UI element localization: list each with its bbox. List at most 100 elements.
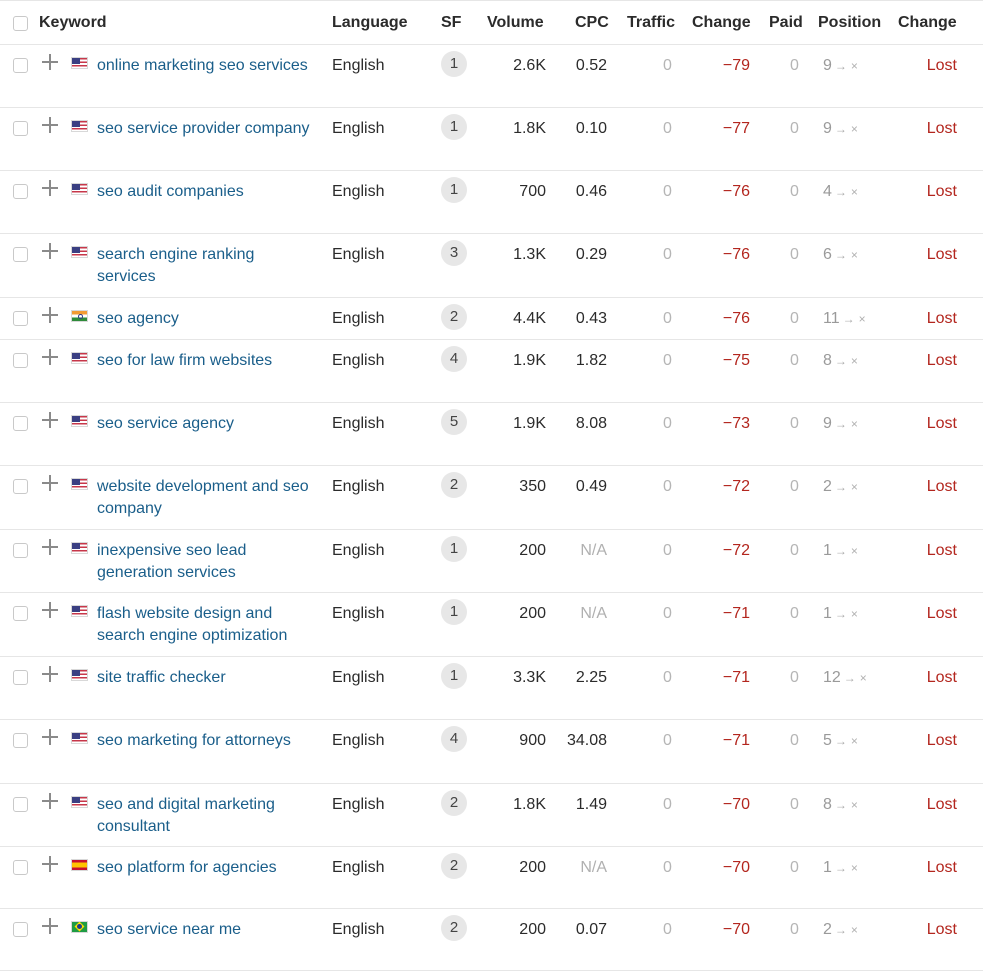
column-header-traffic-change[interactable]: Change	[692, 14, 751, 31]
add-keyword-plus-icon[interactable]	[41, 116, 59, 134]
position-cell: 8 → ×	[823, 350, 858, 372]
keyword-link[interactable]: seo service provider company	[97, 120, 310, 137]
column-header-traffic[interactable]: Traffic	[627, 14, 676, 31]
row-checkbox[interactable]	[13, 733, 28, 748]
serp-features-badge[interactable]: 2	[441, 304, 467, 330]
keyword-link[interactable]: seo platform for agencies	[97, 859, 277, 876]
serp-features-badge[interactable]: 1	[441, 177, 467, 203]
arrow-right-icon: →	[834, 185, 847, 199]
table-row: seo agency English 2 4.4K 0.43 0 −76 0 11 → × Lost	[0, 298, 983, 340]
add-keyword-plus-icon[interactable]	[41, 53, 59, 71]
position-value: 2	[823, 921, 832, 938]
table-row: seo service agency English 5 1.9K 8.08 0 −73 0 9…	[0, 403, 983, 466]
keyword-link[interactable]: online marketing seo services	[97, 57, 308, 74]
column-header-cpc[interactable]: CPC	[575, 14, 609, 31]
paid-cell: 0	[790, 732, 799, 749]
serp-features-badge[interactable]: 1	[441, 114, 467, 140]
add-keyword-plus-icon[interactable]	[41, 348, 59, 366]
add-keyword-plus-icon[interactable]	[41, 411, 59, 429]
column-header-paid[interactable]: Paid	[769, 14, 803, 31]
position-cell: 12 → ×	[823, 667, 867, 689]
volume-cell: 1.3K	[513, 246, 546, 263]
row-checkbox[interactable]	[13, 860, 28, 875]
keyword-link[interactable]: seo audit companies	[97, 183, 244, 200]
column-header-volume[interactable]: Volume	[487, 14, 544, 31]
column-header-keyword[interactable]: Keyword	[39, 14, 107, 31]
traffic-cell: 0	[663, 120, 672, 137]
row-checkbox[interactable]	[13, 311, 28, 326]
column-header-language[interactable]: Language	[332, 14, 408, 31]
serp-features-badge[interactable]: 4	[441, 346, 467, 372]
row-checkbox[interactable]	[13, 416, 28, 431]
keyword-link[interactable]: website development and seo company	[97, 478, 309, 517]
add-keyword-plus-icon[interactable]	[41, 242, 59, 260]
arrow-right-icon: →	[843, 671, 856, 685]
row-checkbox[interactable]	[13, 606, 28, 621]
arrow-right-icon: →	[834, 480, 847, 494]
add-keyword-plus-icon[interactable]	[41, 306, 59, 324]
keyword-link[interactable]: flash website design and search engine o…	[97, 605, 288, 644]
column-header-position-change[interactable]: Change	[898, 14, 957, 31]
position-cell: 9 → ×	[823, 118, 858, 140]
add-keyword-plus-icon[interactable]	[41, 665, 59, 683]
position-change-status: Lost	[926, 921, 957, 938]
serp-features-badge[interactable]: 2	[441, 915, 467, 941]
row-checkbox[interactable]	[13, 58, 28, 73]
serp-features-badge[interactable]: 2	[441, 472, 467, 498]
serp-features-badge[interactable]: 3	[441, 240, 467, 266]
add-keyword-plus-icon[interactable]	[41, 917, 59, 935]
table-row: online marketing seo services English 1 2.6…	[0, 45, 983, 108]
serp-features-badge[interactable]: 1	[441, 51, 467, 77]
position-cell: 2 → ×	[823, 919, 858, 941]
volume-cell: 700	[519, 183, 546, 200]
select-all-checkbox[interactable]	[13, 16, 28, 31]
add-keyword-plus-icon[interactable]	[41, 538, 59, 556]
add-keyword-plus-icon[interactable]	[41, 855, 59, 873]
row-checkbox[interactable]	[13, 797, 28, 812]
position-value: 11	[823, 310, 840, 327]
serp-features-badge[interactable]: 1	[441, 599, 467, 625]
lost-cross-icon: ×	[850, 607, 858, 621]
row-checkbox[interactable]	[13, 184, 28, 199]
row-checkbox[interactable]	[13, 121, 28, 136]
add-keyword-plus-icon[interactable]	[41, 474, 59, 492]
lost-cross-icon: ×	[850, 544, 858, 558]
language-cell: English	[332, 796, 385, 813]
column-header-position[interactable]: Position	[818, 14, 882, 31]
keyword-link[interactable]: inexpensive seo lead generation services	[97, 542, 247, 581]
row-checkbox[interactable]	[13, 247, 28, 262]
serp-features-badge[interactable]: 2	[441, 853, 467, 879]
row-checkbox[interactable]	[13, 543, 28, 558]
add-keyword-plus-icon[interactable]	[41, 601, 59, 619]
position-value: 1	[823, 605, 832, 622]
keyword-link[interactable]: seo and digital marketing consultant	[97, 796, 275, 835]
keyword-link[interactable]: search engine ranking services	[97, 246, 255, 285]
row-checkbox[interactable]	[13, 353, 28, 368]
keyword-link[interactable]: seo service near me	[97, 921, 242, 938]
row-checkbox[interactable]	[13, 670, 28, 685]
arrow-right-icon: →	[834, 354, 847, 368]
keyword-link[interactable]: seo agency	[97, 310, 179, 327]
keyword-link[interactable]: site traffic checker	[97, 669, 226, 686]
position-cell: 11 → ×	[823, 308, 866, 330]
add-keyword-plus-icon[interactable]	[41, 179, 59, 197]
keyword-link[interactable]: seo marketing for attorneys	[97, 732, 291, 749]
column-header-sf[interactable]: SF	[441, 14, 462, 31]
serp-features-badge[interactable]: 5	[441, 409, 467, 435]
add-keyword-plus-icon[interactable]	[41, 728, 59, 746]
position-cell: 9 → ×	[823, 413, 858, 435]
row-checkbox[interactable]	[13, 479, 28, 494]
country-flag-icon	[71, 415, 88, 427]
traffic-cell: 0	[663, 732, 672, 749]
lost-cross-icon: ×	[850, 798, 858, 812]
serp-features-badge[interactable]: 1	[441, 536, 467, 562]
keyword-link[interactable]: seo service agency	[97, 415, 234, 432]
keyword-link[interactable]: seo for law firm websites	[97, 352, 273, 369]
add-keyword-plus-icon[interactable]	[41, 792, 59, 810]
position-change-status: Lost	[926, 669, 957, 686]
traffic-cell: 0	[663, 478, 672, 495]
row-checkbox[interactable]	[13, 922, 28, 937]
serp-features-badge[interactable]: 4	[441, 726, 467, 752]
serp-features-badge[interactable]: 1	[441, 663, 467, 689]
serp-features-badge[interactable]: 2	[441, 790, 467, 816]
